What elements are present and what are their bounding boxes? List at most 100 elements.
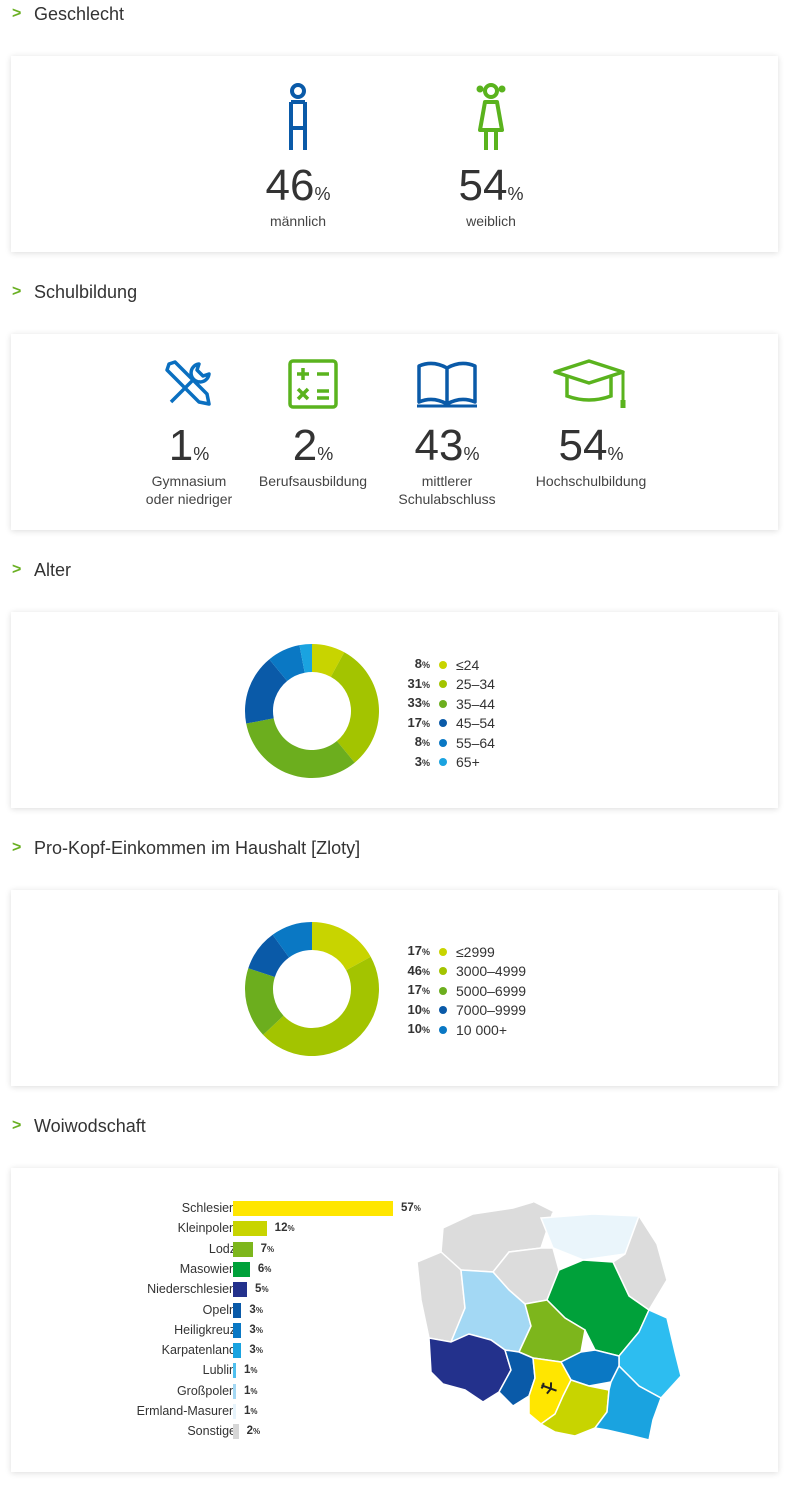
- age-legend-label: 65+: [456, 754, 480, 770]
- age-legend-item: 3% 65+: [396, 753, 495, 773]
- education-2-value: 2: [292, 421, 318, 470]
- income-legend: 17% ≤2999 46% 3000–4999 17% 5000–6999 10% 7000–…: [396, 942, 527, 1040]
- section-title-age[interactable]: > Alter: [12, 556, 71, 584]
- age-slice-4: [245, 659, 288, 724]
- region-bar: [233, 1322, 242, 1338]
- income-legend-value: 46%: [407, 962, 430, 978]
- age-legend: 8% ≤24 31% 25–34 33% 35–44 17% 45–54 8% 55–64 3% 65…: [396, 655, 495, 772]
- age-slice-5: [269, 645, 305, 681]
- age-legend-item: 17% 45–54: [396, 714, 495, 734]
- chevron-right-icon: >: [12, 5, 22, 22]
- male-label: männlich: [269, 213, 327, 229]
- graduation-cap-icon: [553, 359, 626, 408]
- male-value: 46: [265, 161, 315, 210]
- education-1-label: Gymnasium oder niedriger: [145, 473, 233, 507]
- income-legend-label: 5000–6999: [456, 982, 527, 999]
- section-title-income[interactable]: > Pro-Kopf-Einkommen im Haushalt [Zloty]: [12, 834, 360, 862]
- stat-education-1: 1% Gymnasium oder niedriger: [129, 358, 249, 508]
- section-title-text: Alter: [34, 559, 72, 580]
- income-legend-swatch: [439, 1025, 447, 1034]
- region-bar-value: 1%: [244, 1405, 258, 1417]
- region-bar: [233, 1302, 242, 1318]
- percent-sign: %: [507, 184, 524, 204]
- region-bar-label: Masowien: [179, 1261, 236, 1276]
- region-bar-value: 12%: [274, 1222, 295, 1235]
- region-bar: [233, 1363, 236, 1379]
- region-bar-value: 3%: [249, 1344, 263, 1357]
- income-legend-value: 10%: [407, 1021, 430, 1036]
- chevron-right-icon: >: [12, 839, 22, 856]
- age-legend-label: ≤24: [456, 656, 480, 673]
- income-legend-item: 17% 5000–6999: [396, 981, 527, 1001]
- region-bar: [233, 1383, 236, 1399]
- section-title-education[interactable]: > Schulbildung: [12, 278, 137, 306]
- male-icon: [289, 83, 307, 150]
- region-bar-value: 5%: [255, 1283, 269, 1296]
- stat-education-2: 2% Berufsausbildung: [247, 358, 379, 490]
- age-legend-item: 8% ≤24: [396, 655, 495, 675]
- income-legend-item: 10% 7000–9999: [396, 1001, 527, 1021]
- income-slice-2: [263, 956, 379, 1056]
- age-legend-swatch: [439, 719, 447, 728]
- calculator-icon: [288, 359, 338, 409]
- education-3-label: mittlerer Schulabschluss: [398, 473, 496, 507]
- region-bar: [233, 1201, 393, 1216]
- age-legend-swatch: [439, 680, 447, 689]
- income-donut-chart: [245, 922, 379, 1056]
- region-bar-value: 2%: [246, 1425, 261, 1438]
- income-legend-value: 17%: [407, 982, 430, 997]
- region-bar: [233, 1404, 236, 1419]
- percent-sign: %: [607, 444, 624, 464]
- airplane-icon: [540, 1382, 557, 1395]
- section-title-text: Schulbildung: [34, 281, 138, 302]
- region-bar-value: 1%: [244, 1364, 258, 1377]
- income-legend-swatch: [439, 1006, 447, 1015]
- region-bar: [233, 1424, 239, 1440]
- income-legend-swatch: [439, 947, 447, 956]
- percent-sign: %: [463, 444, 480, 464]
- income-slice-5: [272, 922, 312, 958]
- chevron-right-icon: >: [12, 283, 22, 300]
- region-bar-value: 6%: [257, 1262, 272, 1275]
- education-4-value: 54: [558, 421, 608, 470]
- income-slice-4: [248, 934, 290, 977]
- age-legend-swatch: [439, 699, 447, 708]
- section-title-text: Geschlecht: [34, 3, 125, 24]
- age-slice-1: [312, 644, 345, 677]
- age-legend-item: 8% 55–64: [396, 733, 495, 753]
- chevron-right-icon: >: [12, 561, 22, 578]
- age-legend-item: 31% 25–34: [396, 675, 495, 695]
- region-bar-label: Schlesien: [181, 1201, 236, 1215]
- age-legend-item: 33% 35–44: [396, 694, 495, 714]
- income-legend-value: 17%: [407, 943, 430, 958]
- region-bar-label: Karpatenland: [161, 1343, 236, 1358]
- region-bar-label: Niederschlesien: [147, 1282, 236, 1297]
- age-card: 8% ≤24 31% 25–34 33% 35–44 17% 45–54 8% 55–64 3% 65…: [11, 612, 778, 808]
- stat-female: 54% weiblich: [441, 82, 541, 230]
- region-bar-label: Großpolen: [176, 1383, 236, 1398]
- region-bar-label: Heiligkreuz: [174, 1322, 236, 1337]
- age-legend-label: 35–44: [456, 695, 495, 712]
- income-slice-3: [245, 968, 284, 1035]
- age-donut-chart: [245, 644, 379, 778]
- income-legend-label: 7000–9999: [456, 1002, 527, 1018]
- section-title-gender[interactable]: > Geschlecht: [12, 0, 124, 28]
- gender-card: 46% männlich 54% weiblich: [11, 56, 778, 252]
- income-card: 17% ≤2999 46% 3000–4999 17% 5000–6999 10% 7000–…: [11, 890, 778, 1086]
- age-slice-3: [246, 718, 355, 778]
- book-icon: [417, 361, 477, 408]
- region-bar-label: Ermland-Masuren: [136, 1404, 236, 1418]
- age-legend-swatch: [439, 758, 447, 767]
- percent-sign: %: [193, 444, 210, 464]
- section-title-region[interactable]: > Woiwodschaft: [12, 1112, 146, 1140]
- region-bar: [233, 1343, 242, 1359]
- percent-sign: %: [317, 444, 334, 464]
- income-legend-label: ≤2999: [456, 943, 495, 960]
- income-legend-item: 17% ≤2999: [396, 942, 526, 962]
- female-icon: [476, 83, 506, 150]
- region-bar-label: Lodz: [208, 1241, 236, 1256]
- income-legend-label: 3000–4999: [456, 963, 527, 979]
- education-1-value: 1: [168, 421, 194, 470]
- age-legend-value: 33%: [407, 695, 430, 710]
- region-bar-label: Opeln: [202, 1302, 236, 1317]
